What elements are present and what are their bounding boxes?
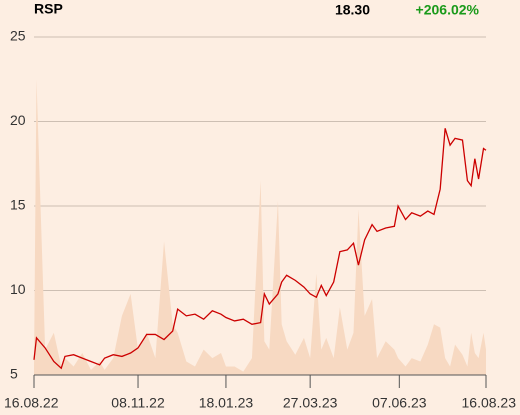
last-price: 18.30 — [335, 2, 370, 18]
y-tick-label: 25 — [10, 28, 26, 44]
symbol: RSP — [34, 1, 63, 17]
x-tick-label: 07.06.23 — [372, 395, 427, 411]
x-tick-label: 18.01.23 — [199, 395, 254, 411]
x-tick-label: 08.11.22 — [111, 395, 165, 411]
y-tick-label: 20 — [10, 112, 26, 128]
y-tick-label: 15 — [10, 197, 26, 213]
price-line — [33, 128, 487, 370]
x-tick-label: 16.08.22 — [4, 395, 59, 411]
y-tick-label: 5 — [10, 366, 18, 382]
change: +206.02% — [416, 2, 480, 18]
volume-area — [34, 79, 486, 375]
x-tick-label: 16.08.23 — [462, 395, 517, 411]
x-tick-label: 27.03.23 — [283, 395, 338, 411]
y-tick-label: 10 — [10, 281, 26, 297]
